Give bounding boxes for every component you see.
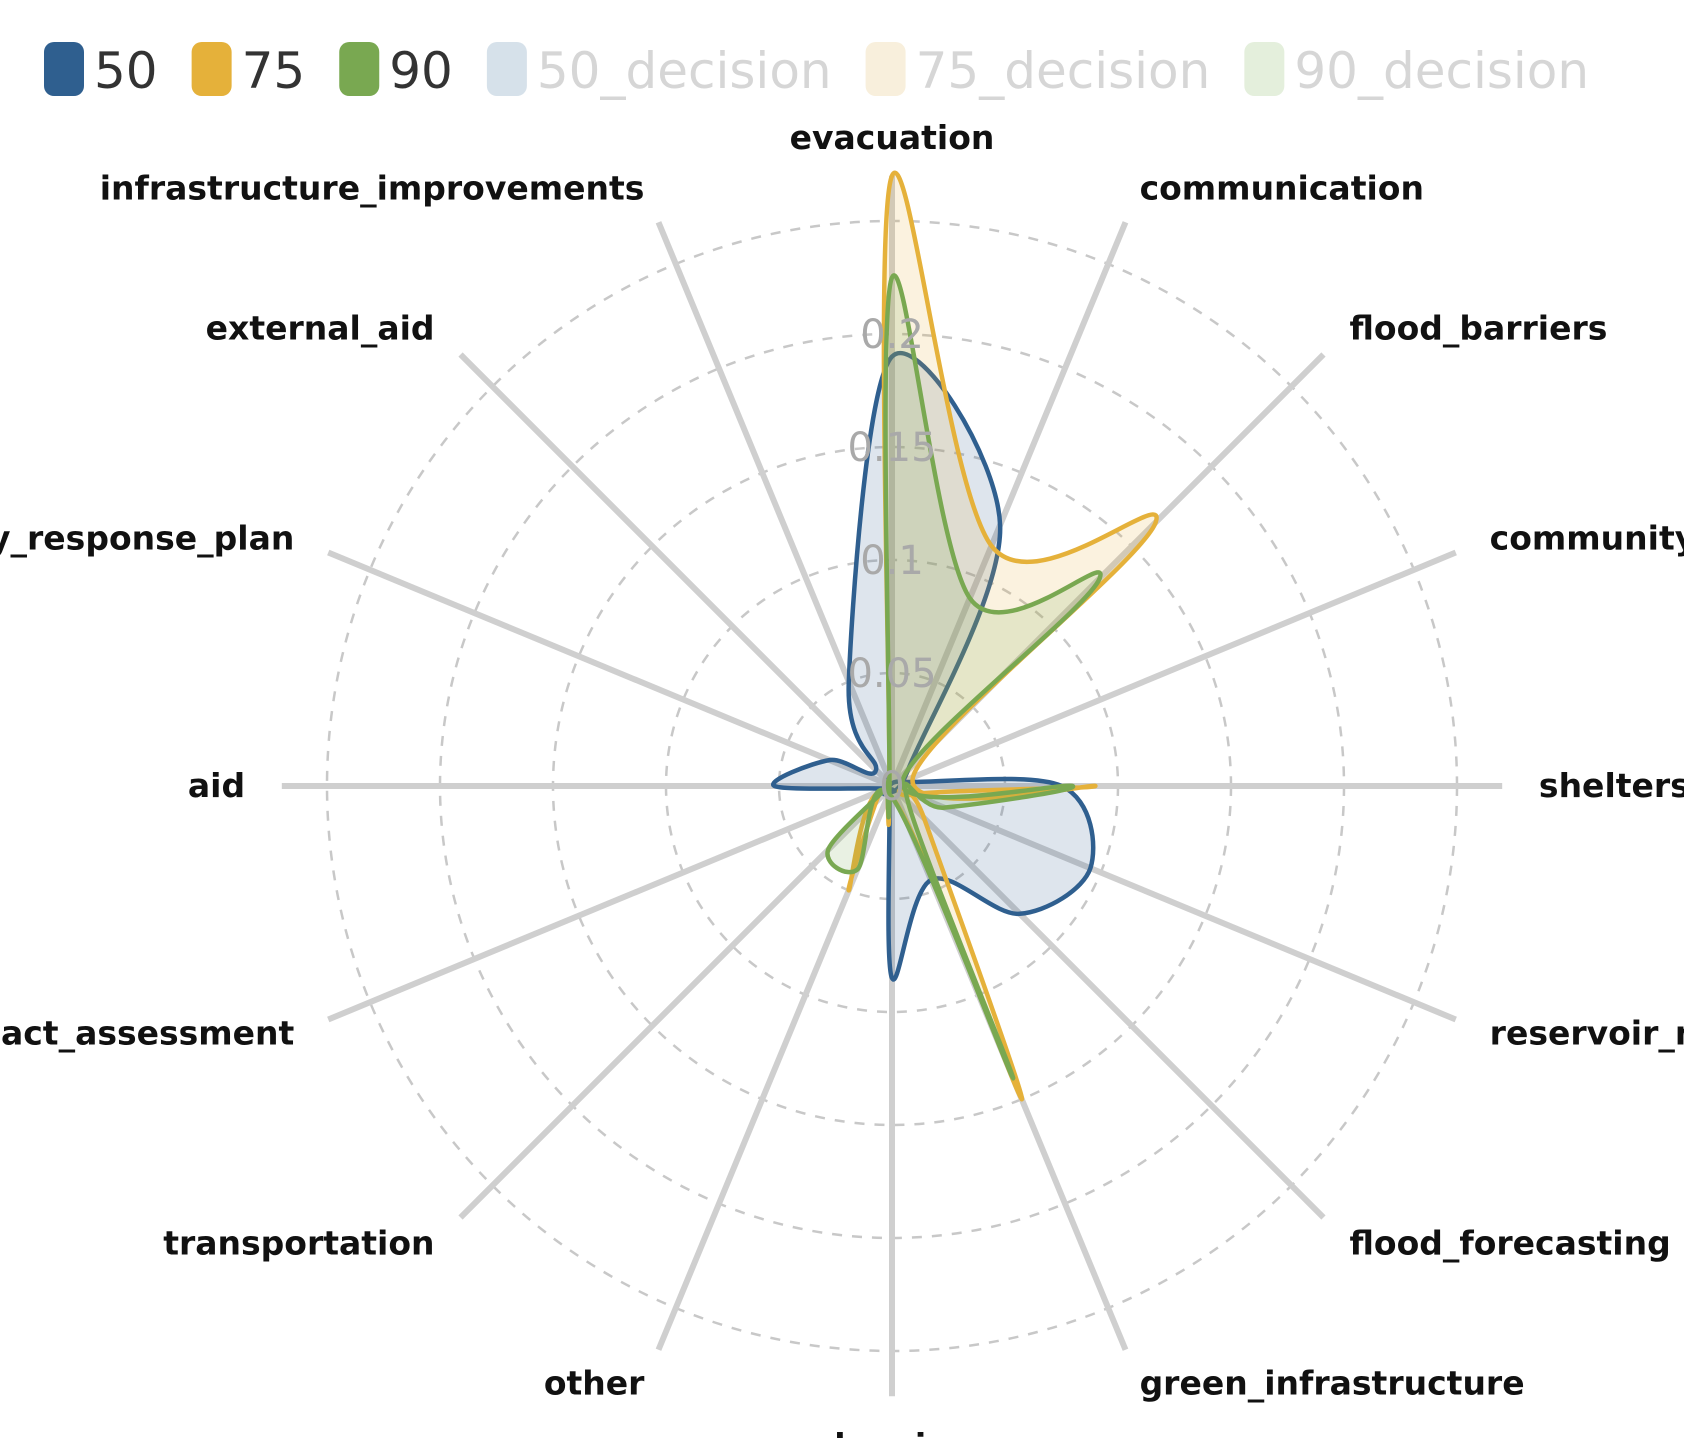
axis-label-environmental_impact_assessment: environmental_impact_assessment (0, 1014, 295, 1053)
spoke-environmental_impact_assessment (327, 783, 894, 1023)
legend-item-90[interactable]: 90 (339, 42, 453, 100)
axis-label-flood_forecasting: flood_forecasting (1349, 1223, 1670, 1262)
series-areas (771, 170, 1159, 1102)
radial-tick-label: 0.05 (847, 651, 936, 697)
legend-swatch (44, 42, 84, 96)
axis-label-flood_barriers: flood_barriers (1349, 309, 1607, 348)
legend-item-75_decision[interactable]: 75_decision (865, 42, 1211, 100)
legend: 50 75 90 50_decision 75_decision 90_decision (44, 42, 1589, 100)
legend-label: 50 (94, 42, 158, 100)
legend-label: 50_decision (537, 42, 832, 100)
axis-label-reservoir_management: reservoir_management (1490, 1014, 1684, 1053)
legend-item-90_decision[interactable]: 90_decision (1244, 42, 1589, 100)
axis-label-other: other (544, 1364, 645, 1403)
axis-label-emergency_response_plan: emergency_response_plan (0, 518, 294, 557)
axis-label-community_involvement: community_involvement (1490, 518, 1684, 557)
axis-labels: evacuation communication flood_barrierscom… (0, 118, 1684, 1438)
axis-label-evacuation: evacuation (790, 118, 995, 157)
axis-label-shelters: shelters (1539, 766, 1684, 805)
series-area-90 (825, 273, 1103, 1081)
legend-item-50_decision[interactable]: 50_decision (486, 42, 832, 100)
legend-swatch (1244, 42, 1285, 96)
axis-label-planning: planning (811, 1426, 974, 1438)
axis-label-communication: communication (1140, 168, 1424, 207)
radial-tick-label: 0 (879, 764, 904, 810)
axis-label-transportation: transportation (163, 1223, 434, 1262)
axis-label-aid: aid (188, 766, 245, 805)
legend-swatch (191, 42, 232, 96)
radial-tick-label: 0.1 (860, 538, 924, 584)
spoke-external_aid (458, 352, 895, 789)
axis-label-external_aid: external_aid (206, 309, 435, 348)
radial-tick-label: 0.15 (847, 425, 936, 471)
spoke-transportation (458, 783, 895, 1220)
legend-swatch (339, 42, 380, 96)
legend-label: 90_decision (1294, 42, 1589, 100)
radial-tick-label: 0.2 (860, 312, 924, 358)
axis-label-green_infrastructure: green_infrastructure (1140, 1364, 1525, 1403)
legend-label: 90 (389, 42, 453, 100)
spoke-community_involvement (890, 549, 1457, 789)
legend-swatch (486, 42, 527, 96)
legend-swatch (865, 42, 906, 96)
spoke-reservoir_management (890, 783, 1457, 1023)
legend-item-75[interactable]: 75 (191, 42, 306, 100)
spoke-communication (889, 221, 1129, 788)
spoke-emergency_response_plan (327, 549, 894, 789)
axis-label-infrastructure_improvements: infrastructure_improvements (100, 168, 645, 207)
legend-label: 75_decision (916, 42, 1211, 100)
radial-tick-labels: 0 0.05 0.1 0.15 0.2 (847, 312, 936, 810)
spoke-flood_forecasting (889, 783, 1326, 1220)
legend-item-50[interactable]: 50 (44, 42, 158, 100)
legend-label: 75 (242, 42, 306, 100)
spoke-infrastructure_improvements (655, 221, 895, 788)
